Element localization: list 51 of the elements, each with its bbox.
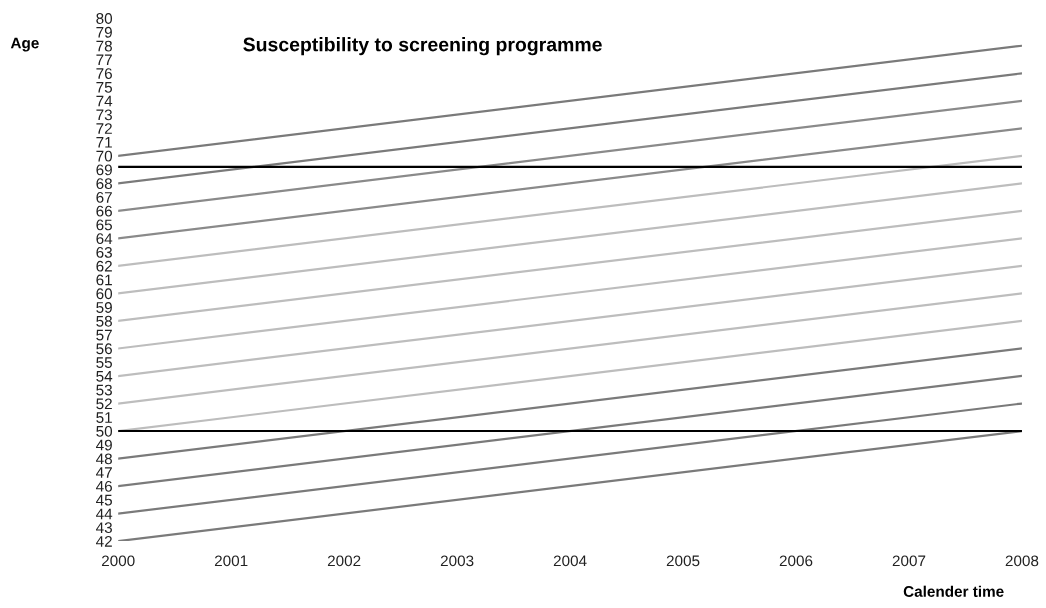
y-tick-label: 72 — [96, 123, 112, 134]
y-tick-label: 48 — [96, 453, 112, 465]
y-tick-label: 42 — [96, 535, 112, 547]
x-tick-label: 2008 — [1005, 555, 1039, 567]
y-tick-label: 78 — [96, 40, 112, 52]
y-tick-label: 68 — [96, 178, 112, 190]
y-tick-label: 74 — [96, 95, 113, 107]
y-tick-label: 62 — [96, 260, 112, 272]
x-tick-label: 2002 — [327, 555, 361, 567]
y-tick-label: 44 — [96, 508, 113, 520]
y-tick-label: 47 — [96, 467, 112, 478]
x-tick-label: 2001 — [214, 555, 248, 567]
y-tick-label: 67 — [96, 191, 112, 203]
y-tick-label: 55 — [96, 357, 112, 368]
y-tick-label: 43 — [96, 522, 112, 534]
y-tick-label: 57 — [96, 329, 112, 341]
y-tick-label: 63 — [96, 247, 112, 258]
y-tick-label: 49 — [96, 439, 112, 451]
text: Susceptibility to screening programme — [243, 37, 602, 56]
y-tick-label: 46 — [96, 480, 112, 492]
y-tick-label: 58 — [96, 315, 112, 327]
y-axis-title: Age — [10, 37, 39, 52]
y-tick-label: 45 — [96, 494, 112, 506]
y-tick-label: 70 — [96, 150, 113, 162]
x-tick-label: 2003 — [440, 555, 474, 567]
y-tick-label: 61 — [96, 274, 112, 286]
x-tick-label: 2005 — [666, 555, 700, 567]
y-tick-label: 79 — [96, 26, 112, 38]
y-tick-label: 77 — [96, 54, 112, 66]
x-axis-title: Calender time — [903, 585, 1004, 597]
x-tick-label: 2004 — [553, 555, 587, 567]
y-tick-label: 50 — [96, 425, 113, 437]
y-tick-label: 76 — [96, 68, 112, 79]
y-tick-label: 59 — [96, 302, 112, 313]
x-tick-label: 2007 — [892, 555, 926, 567]
y-tick-label: 56 — [96, 343, 112, 355]
y-tick-label: 69 — [96, 164, 112, 176]
y-tick-label: 66 — [96, 205, 112, 217]
y-tick-label: 52 — [96, 398, 112, 410]
x-tick-label: 2000 — [101, 555, 135, 567]
y-tick-label: 54 — [96, 371, 113, 382]
y-tick-label: 64 — [96, 233, 113, 245]
y-tick-label: 60 — [96, 288, 113, 300]
y-tick-label: 80 — [96, 13, 113, 24]
y-tick-label: 53 — [96, 384, 112, 396]
x-tick-label: 2006 — [779, 555, 813, 567]
y-tick-label: 73 — [96, 109, 112, 121]
y-tick-label: 65 — [96, 219, 112, 231]
y-tick-label: 51 — [96, 412, 112, 423]
y-tick-label: 71 — [96, 137, 112, 148]
y-tick-label: 75 — [96, 82, 112, 93]
